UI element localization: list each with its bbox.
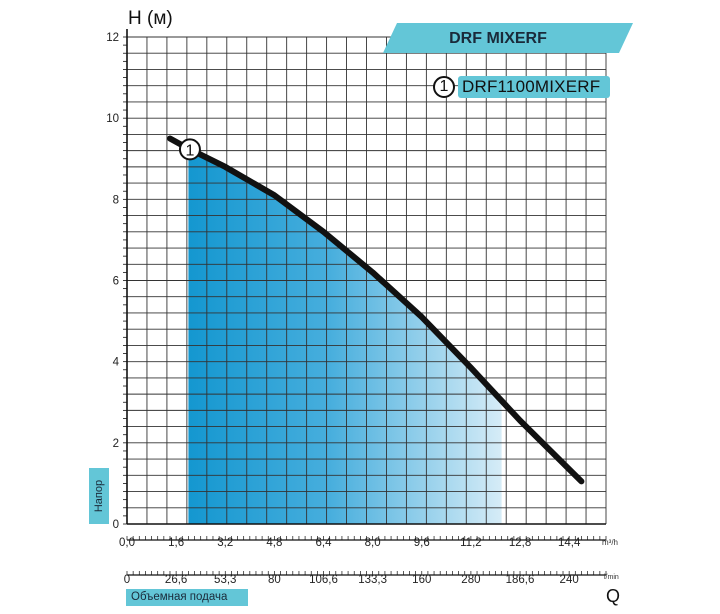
x-tick-label-m3h: 14,4 — [558, 537, 581, 549]
y-tick-label: 2 — [113, 438, 119, 450]
y-tick-label: 10 — [106, 113, 119, 125]
chart-grid — [126, 36, 607, 525]
y-axis-title: H (м) — [128, 8, 173, 29]
legend-pill — [458, 76, 610, 98]
curve-marker-label: 1 — [185, 142, 194, 159]
x-tick-label-lmin: 240 — [560, 574, 579, 586]
legend-series-label: DRF1100MIXERF — [462, 77, 601, 96]
x-tick-label-lmin: 0 — [124, 574, 130, 586]
y-tick-label: 0 — [113, 519, 119, 531]
unit-m3h-label: m³/h — [602, 538, 618, 547]
x-tick-label-lmin: 160 — [412, 574, 431, 586]
x-tick-label-m3h: 9,6 — [414, 537, 430, 549]
x-tick-label-lmin: 53,3 — [214, 574, 236, 586]
series-point — [421, 316, 423, 318]
title-banner — [383, 23, 633, 53]
x-tick-label-m3h: 4,8 — [266, 537, 282, 549]
chart-axes — [123, 29, 607, 576]
x-tick-label-m3h: 12,8 — [509, 537, 531, 549]
chart-title: DRF MIXERF — [449, 30, 547, 47]
x-tick-label-lmin: 280 — [461, 574, 480, 586]
series-point — [470, 367, 472, 369]
series-point — [273, 194, 275, 196]
operating-range-shading — [188, 148, 502, 524]
series-point — [169, 137, 171, 139]
y-side-tab: Напор — [89, 468, 109, 524]
x-tick-label-lmin: 186,6 — [506, 574, 535, 586]
series-point — [323, 231, 325, 233]
x-tick-label-lmin: 26,6 — [165, 574, 187, 586]
y-tick-label: 4 — [113, 357, 120, 369]
x-tick-label-m3h: 11,2 — [460, 537, 482, 549]
legend-number-marker: 1 — [433, 76, 455, 98]
series-point — [580, 480, 582, 482]
x-tick-label-lmin: 106,6 — [309, 574, 338, 586]
x-tick-label-lmin: 133,3 — [358, 574, 387, 586]
y-tick-label: 8 — [113, 194, 119, 206]
series-point — [519, 420, 521, 422]
x-tick-label-m3h: 0,0 — [119, 537, 135, 549]
q-axis-label: Q — [606, 586, 621, 606]
unit-lmin-label: l/min — [604, 574, 619, 581]
x-tick-label-m3h: 1,6 — [168, 537, 184, 549]
pump-curve: 1 — [166, 135, 585, 485]
x-tick-label-m3h: 6,4 — [316, 537, 333, 549]
curve-marker-circle — [178, 138, 201, 161]
y-tick-label: 6 — [113, 276, 119, 288]
operating-range-area — [188, 148, 502, 524]
x-tick-label-lmin: 80 — [268, 574, 281, 586]
y-tick-label: 12 — [106, 32, 119, 44]
series-point — [568, 468, 570, 470]
series-point — [372, 271, 374, 273]
x-tick-label-m3h: 8,0 — [365, 537, 381, 549]
y-side-label: Напор — [93, 479, 105, 513]
x-bottom-label: Объемная подача — [126, 589, 248, 606]
series-point — [224, 166, 226, 168]
x-tick-label-m3h: 3,2 — [217, 537, 233, 549]
